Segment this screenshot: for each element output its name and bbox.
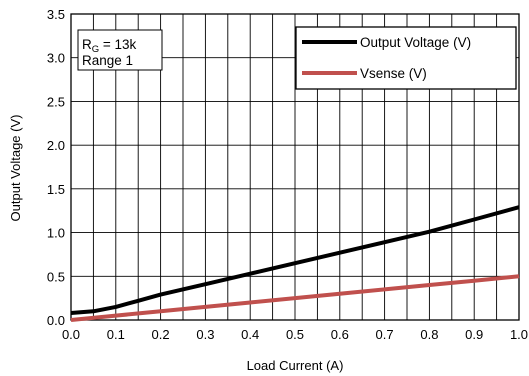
series-line-output-voltage [70,205,520,315]
y-tick-labels: 0.0 0.5 1.0 1.5 2.0 2.5 3.0 3.5 [47,7,65,328]
y-tick-label: 1.5 [47,182,65,197]
x-tick-label: 1.0 [510,327,528,342]
series-lines [70,205,520,322]
y-tick-label: 0.5 [47,269,65,284]
x-tick-label: 0.0 [62,327,80,342]
x-tick-label: 0.5 [286,327,304,342]
x-tick-label: 0.9 [465,327,483,342]
legend-label-vsense: Vsense (V) [360,66,427,81]
y-tick-label: 3.0 [47,51,65,66]
legend: Output Voltage (V) Vsense (V) [295,26,517,90]
x-tick-label: 0.2 [152,327,170,342]
x-tick-label: 0.1 [107,327,125,342]
y-tick-label: 3.5 [47,7,65,22]
x-axis-label: Load Current (A) [247,358,344,373]
x-tick-label: 0.8 [420,327,438,342]
x-tick-label: 0.6 [331,327,349,342]
y-axis-label: Output Voltage (V) [8,115,23,222]
y-tick-label: 0.0 [47,313,65,328]
x-tick-labels: 0.0 0.1 0.2 0.3 0.4 0.5 0.6 0.7 0.8 0.9 1.0 [62,327,528,342]
y-tick-label: 1.0 [47,226,65,241]
legend-label-output-voltage: Output Voltage (V) [360,35,471,50]
annotation-line-1: RG = 13k [82,37,137,55]
x-tick-label: 0.4 [241,327,259,342]
plot-frame [70,13,520,321]
annotation-box: RG = 13k Range 1 [77,29,163,71]
y-tick-label: 2.0 [47,138,65,153]
x-tick-label: 0.3 [196,327,214,342]
y-tick-label: 2.5 [47,94,65,109]
annotation-line-2: Range 1 [82,53,133,68]
series-line-vsense [70,274,520,322]
x-tick-label: 0.7 [376,327,394,342]
